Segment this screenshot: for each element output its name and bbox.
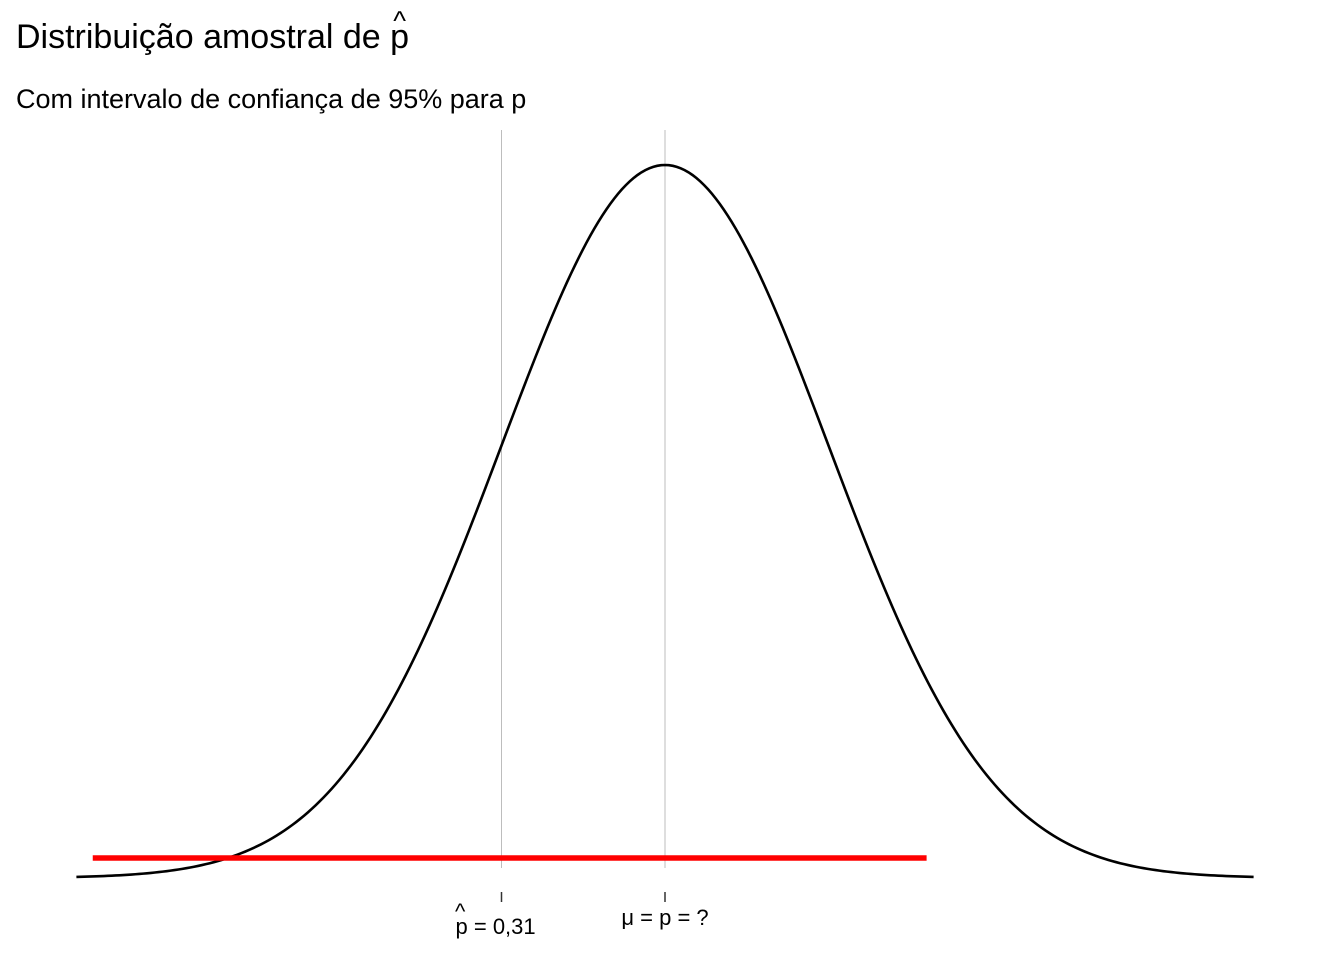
tick-label-p-letter: p [456,914,468,939]
x-tick-label-phat: p = 0,31 [456,914,536,939]
x-tick-label-mu: μ = p = ? [621,905,708,930]
chart-subtitle: Com intervalo de confiança de 95% para p [16,84,527,114]
chart-title: Distribuição amostral de ^ p [16,6,410,57]
title-hat-accent: ^ [393,4,406,36]
tick-label-phat-value: = 0,31 [468,914,536,939]
title-p-letter: p [390,18,410,56]
title-text: Distribuição amostral de [16,18,391,56]
x-tick-label-hat-accent: ^ [455,899,466,924]
density-curve [76,163,1254,879]
title-phat-symbol: ^ p [390,6,410,57]
